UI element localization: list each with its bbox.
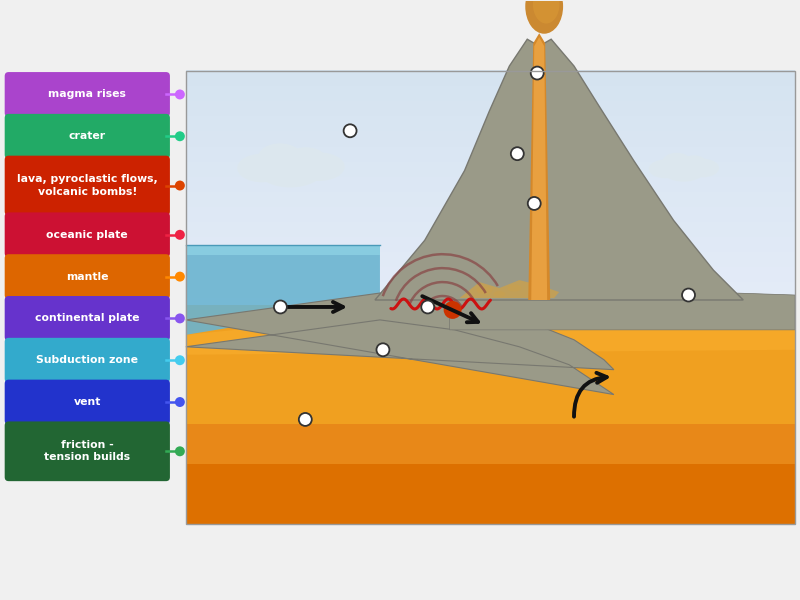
Bar [186,251,795,268]
Bar [186,508,795,524]
FancyBboxPatch shape [5,380,170,424]
Text: lava, pyroclastic flows,
volcanic bombs!: lava, pyroclastic flows, volcanic bombs! [17,175,158,197]
Ellipse shape [526,0,563,34]
Bar [186,206,795,222]
Bar [186,342,795,358]
FancyBboxPatch shape [5,114,170,158]
Bar [186,221,795,237]
Polygon shape [186,245,380,255]
Circle shape [528,197,541,210]
Circle shape [444,301,462,319]
Bar [186,176,795,192]
Text: magma rises: magma rises [48,89,126,100]
Bar [186,161,795,177]
Polygon shape [186,295,795,355]
Polygon shape [450,285,795,330]
Circle shape [299,413,312,426]
Ellipse shape [238,154,286,182]
Circle shape [175,355,185,365]
Circle shape [175,313,185,323]
Text: mantle: mantle [66,272,109,281]
Circle shape [422,301,434,313]
Bar [186,85,795,101]
Text: continental plate: continental plate [35,313,139,323]
Bar [186,115,795,131]
Ellipse shape [662,160,705,182]
Text: friction -
tension builds: friction - tension builds [44,440,130,463]
FancyBboxPatch shape [5,212,170,257]
Bar [186,417,795,433]
Circle shape [682,289,695,301]
Bar [186,146,795,161]
Ellipse shape [494,291,506,297]
Circle shape [175,89,185,100]
Ellipse shape [477,286,493,294]
Circle shape [175,446,185,456]
Text: oceanic plate: oceanic plate [46,230,128,240]
Bar [186,71,795,524]
Bar [186,191,795,207]
Bar [186,493,795,509]
Bar [186,357,795,373]
Polygon shape [186,245,380,335]
Circle shape [175,397,185,407]
Bar [186,387,795,403]
Ellipse shape [285,148,326,173]
Circle shape [175,230,185,240]
Circle shape [344,124,357,137]
Ellipse shape [539,290,549,295]
Bar [186,402,795,418]
Circle shape [274,301,287,313]
Polygon shape [459,280,559,298]
Bar [186,130,795,146]
FancyBboxPatch shape [5,296,170,341]
Polygon shape [375,39,743,300]
Circle shape [175,272,185,281]
Ellipse shape [258,154,322,187]
Ellipse shape [258,143,302,172]
Bar [186,311,795,328]
Circle shape [511,147,524,160]
Text: Subduction zone: Subduction zone [36,355,138,365]
Bar [186,266,795,283]
Ellipse shape [686,159,719,178]
Ellipse shape [293,152,345,181]
Bar [186,433,795,448]
Bar [186,385,795,464]
Ellipse shape [649,160,681,178]
Text: vent: vent [74,397,101,407]
Ellipse shape [507,284,522,292]
Circle shape [175,181,185,191]
Circle shape [175,131,185,141]
Ellipse shape [680,155,707,172]
Bar [186,372,795,388]
Bar [186,478,795,494]
Ellipse shape [662,153,691,172]
FancyBboxPatch shape [5,254,170,299]
Bar [186,448,795,464]
FancyBboxPatch shape [5,155,170,215]
Polygon shape [450,285,795,325]
Bar [186,327,795,343]
Circle shape [530,67,544,80]
Circle shape [377,343,390,356]
Bar [186,281,795,298]
Polygon shape [528,33,550,300]
Bar [186,70,795,86]
Bar [186,296,795,313]
Bar [186,463,795,479]
FancyBboxPatch shape [5,72,170,117]
Bar [186,236,795,252]
FancyBboxPatch shape [5,338,170,383]
FancyBboxPatch shape [5,421,170,481]
Ellipse shape [533,0,559,23]
Text: crater: crater [69,131,106,141]
Bar [186,404,795,524]
Bar [186,305,795,424]
Bar [186,100,795,116]
Polygon shape [186,293,614,395]
Polygon shape [531,37,547,300]
